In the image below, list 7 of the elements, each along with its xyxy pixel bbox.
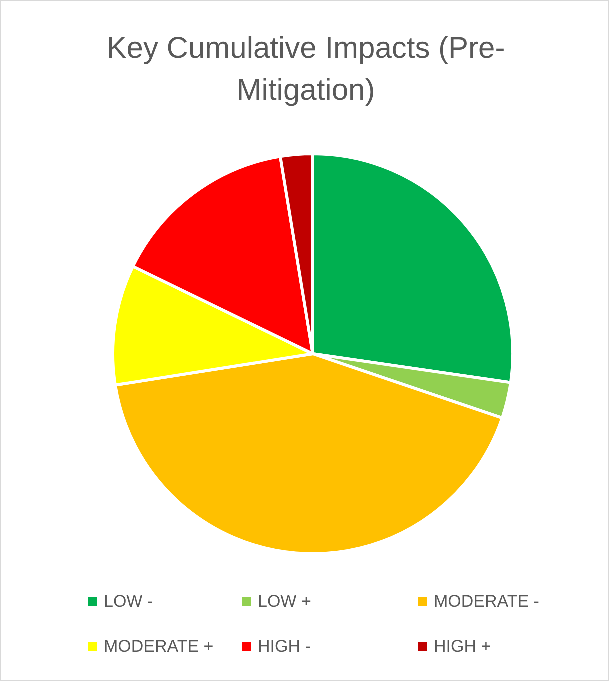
legend-label: MODERATE +	[104, 637, 214, 656]
legend-label: LOW +	[258, 592, 312, 611]
legend-label: HIGH +	[434, 637, 492, 656]
legend-label: HIGH -	[258, 637, 311, 656]
legend-label: MODERATE -	[434, 592, 540, 611]
chart-title: Key Cumulative Impacts (Pre-Mitigation)	[106, 32, 506, 107]
legend-label: LOW -	[104, 592, 154, 611]
